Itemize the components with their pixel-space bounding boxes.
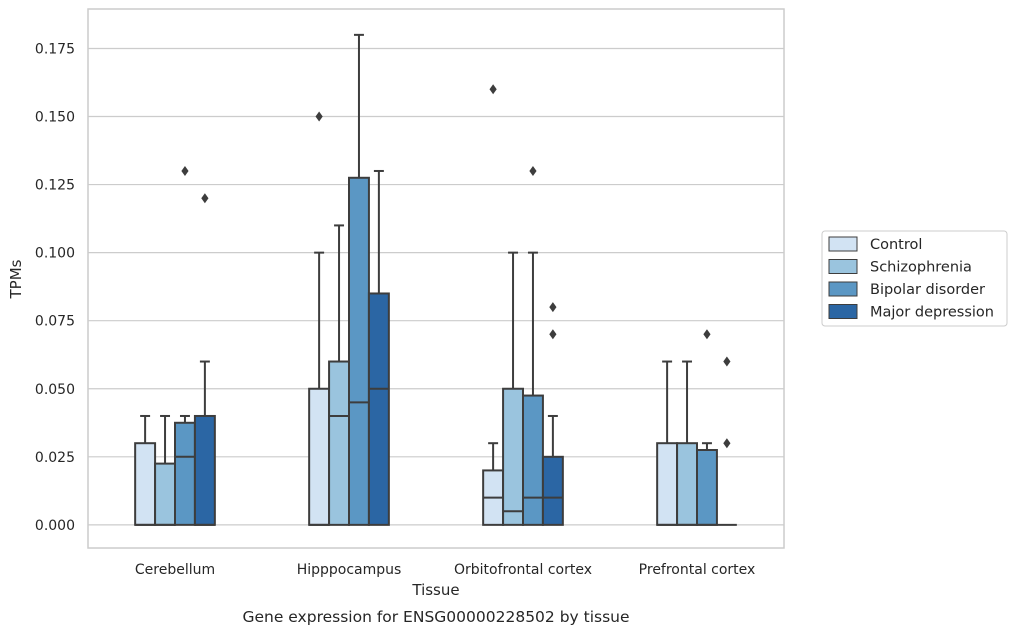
box-control [134, 414, 157, 526]
y-tick-label: 0.100 [35, 246, 75, 262]
y-tick-label: 0.075 [35, 314, 75, 330]
outlier-point [315, 111, 323, 122]
box-plot-series [134, 33, 737, 526]
legend-swatch [828, 259, 858, 274]
legend-swatch [828, 281, 858, 297]
outlier-point [723, 438, 731, 449]
outlier-point [549, 302, 557, 313]
x-tick-labels: Cerebellum Hipppocampus Orbitofrontal cort… [135, 562, 755, 578]
y-tick-label: 0.125 [35, 178, 75, 194]
box-control [656, 360, 679, 526]
outlier-point [549, 329, 557, 340]
outlier-point [181, 165, 189, 176]
box-bipolar-disorder [174, 165, 196, 526]
box-body [154, 462, 176, 526]
legend-label: Major depression [870, 305, 994, 321]
chart-caption: Gene expression for ENSG00000228502 by t… [242, 608, 629, 626]
outlier-point [703, 329, 711, 340]
box-bipolar-disorder [522, 165, 544, 526]
box-body [328, 360, 350, 526]
box-major-depression [716, 356, 737, 526]
x-tick-label: Prefrontal cortex [639, 562, 756, 578]
box-body [696, 449, 718, 526]
box-body [348, 176, 370, 526]
legend-swatch [828, 236, 858, 252]
box-body [676, 442, 699, 526]
box-schizophrenia [328, 224, 350, 526]
x-tick-label: Orbitofrontal cortex [454, 562, 592, 578]
y-tick-label: 0.000 [35, 518, 75, 534]
box-body [656, 442, 679, 526]
x-axis-title: Tissue [411, 581, 459, 599]
x-tick-label: Cerebellum [135, 562, 215, 578]
y-axis-title: TPMs [7, 259, 25, 299]
plot-frame [87, 8, 785, 549]
legend-label: Bipolar disorder [870, 282, 985, 298]
box-schizophrenia [502, 251, 524, 526]
box-body [522, 394, 544, 526]
box-bipolar-disorder [348, 33, 370, 526]
box-major-depression [367, 169, 390, 526]
box-major-depression [193, 193, 216, 526]
y-tick-label: 0.175 [35, 41, 75, 57]
box-body [367, 292, 390, 526]
legend-label: Schizophrenia [870, 260, 972, 276]
outlier-point [489, 84, 497, 95]
y-tick-label: 0.050 [35, 382, 75, 398]
y-tick-labels: 0.000 0.025 0.050 0.075 0.100 0.125 0.150 0.175 [35, 41, 75, 533]
box-body [193, 414, 216, 526]
y-tick-label: 0.025 [35, 450, 75, 466]
box-body [174, 421, 196, 526]
legend-swatch [828, 304, 858, 319]
legend-frame [821, 230, 1008, 327]
box-control [308, 111, 331, 526]
box-body [541, 455, 564, 526]
y-tick-label: 0.150 [35, 110, 75, 126]
box-bipolar-disorder [696, 329, 718, 526]
box-major-depression [541, 302, 564, 526]
box-body [134, 442, 157, 526]
legend: Control Schizophrenia Bipolar disorder Majo… [821, 230, 1008, 327]
outlier-point [201, 193, 209, 204]
box-schizophrenia [676, 360, 699, 526]
box-body [308, 387, 331, 526]
outlier-point [529, 165, 537, 176]
box-body [502, 387, 524, 526]
outlier-point [723, 356, 731, 367]
legend-label: Control [870, 237, 922, 253]
x-tick-label: Hipppocampus [297, 562, 402, 578]
box-control [482, 84, 505, 526]
box-schizophrenia [154, 414, 176, 526]
